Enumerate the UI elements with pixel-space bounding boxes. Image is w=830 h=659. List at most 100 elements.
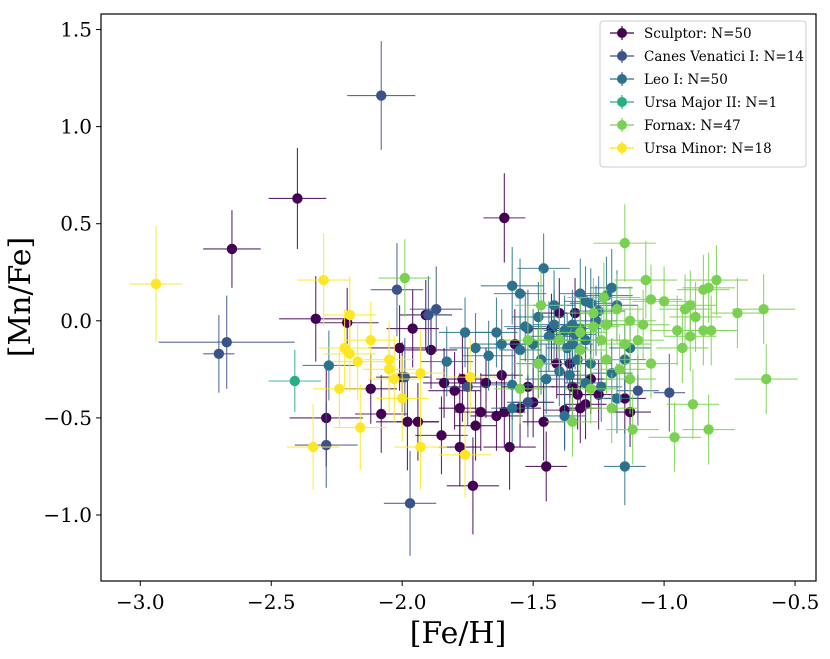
y-tick-label: 0.5	[60, 212, 92, 236]
data-point	[543, 380, 586, 451]
marker	[596, 381, 607, 393]
marker	[389, 373, 400, 385]
data-point	[334, 384, 387, 471]
marker	[213, 348, 225, 360]
marker	[585, 298, 596, 309]
marker	[706, 325, 717, 336]
x-axis-label: [Fe/H]	[410, 616, 507, 651]
marker	[323, 360, 335, 371]
data-point	[475, 309, 528, 380]
data-point	[590, 274, 644, 345]
legend-label: Sculptor: N=50	[644, 26, 752, 42]
x-tick-label: −2.5	[247, 590, 296, 614]
marker	[601, 354, 612, 365]
data-point	[491, 373, 534, 444]
marker	[606, 282, 617, 293]
data-point	[428, 351, 481, 430]
marker	[407, 323, 418, 334]
data-point	[546, 386, 599, 457]
marker	[624, 373, 636, 385]
marker	[289, 375, 301, 387]
marker	[425, 344, 437, 356]
marker	[645, 358, 657, 369]
data-point	[313, 349, 366, 428]
marker	[669, 432, 680, 443]
marker	[687, 399, 699, 410]
marker	[664, 387, 675, 398]
marker	[436, 430, 447, 441]
marker	[470, 342, 481, 354]
legend-item: Fornax: N=47	[610, 118, 741, 134]
marker	[491, 410, 502, 422]
marker	[567, 338, 578, 350]
legend-box	[599, 20, 807, 168]
marker	[394, 342, 405, 354]
marker	[703, 282, 714, 293]
marker	[459, 449, 471, 460]
data-point	[203, 314, 235, 393]
data-point	[653, 353, 686, 432]
marker	[619, 461, 631, 472]
marker	[514, 383, 526, 394]
data-point	[567, 291, 620, 362]
data-point	[682, 394, 735, 465]
data-point	[158, 295, 295, 389]
marker	[292, 193, 303, 204]
data-point	[344, 301, 397, 380]
marker	[355, 422, 366, 433]
marker	[596, 335, 607, 346]
marker	[761, 373, 772, 385]
data-point	[732, 274, 796, 345]
data-point	[580, 324, 633, 395]
x-tick-label: −1.5	[509, 590, 558, 614]
y-tick-label: −1.0	[43, 503, 92, 527]
marker	[499, 406, 510, 418]
marker	[588, 321, 599, 332]
data-point	[512, 328, 565, 399]
marker	[376, 90, 387, 101]
data-point	[596, 363, 638, 434]
data-point	[682, 252, 735, 323]
data-point	[203, 210, 261, 288]
marker	[575, 288, 586, 299]
data-point	[449, 313, 502, 383]
data-point	[603, 427, 646, 506]
data-point	[444, 338, 497, 416]
marker	[614, 364, 625, 375]
marker	[465, 371, 476, 383]
marker	[619, 237, 631, 249]
data-point	[606, 394, 659, 465]
data-point	[493, 353, 547, 424]
data-points	[129, 41, 798, 556]
marker	[559, 410, 570, 422]
data-point	[323, 314, 376, 393]
marker	[514, 344, 526, 356]
data-point	[666, 369, 720, 440]
legend-item: Canes Venatici I: N=14	[610, 49, 804, 65]
data-point	[483, 404, 536, 490]
marker	[457, 373, 468, 385]
legend-marker	[617, 74, 627, 84]
data-point	[658, 274, 712, 345]
legend-label: Ursa Minor: N=18	[644, 141, 772, 157]
data-point	[593, 204, 657, 282]
data-point	[415, 396, 468, 475]
marker	[690, 311, 701, 323]
marker	[150, 278, 162, 290]
marker	[499, 212, 510, 224]
data-point	[370, 243, 424, 337]
data-point	[564, 353, 617, 424]
data-point	[603, 344, 657, 415]
marker	[520, 321, 531, 332]
marker	[541, 373, 552, 385]
marker	[491, 327, 502, 338]
data-point	[475, 297, 518, 368]
data-point	[624, 328, 678, 399]
data-point	[438, 412, 492, 498]
marker	[538, 263, 549, 274]
data-point	[614, 241, 678, 319]
marker	[703, 424, 714, 435]
marker	[538, 416, 549, 427]
plot-frame	[100, 13, 817, 582]
